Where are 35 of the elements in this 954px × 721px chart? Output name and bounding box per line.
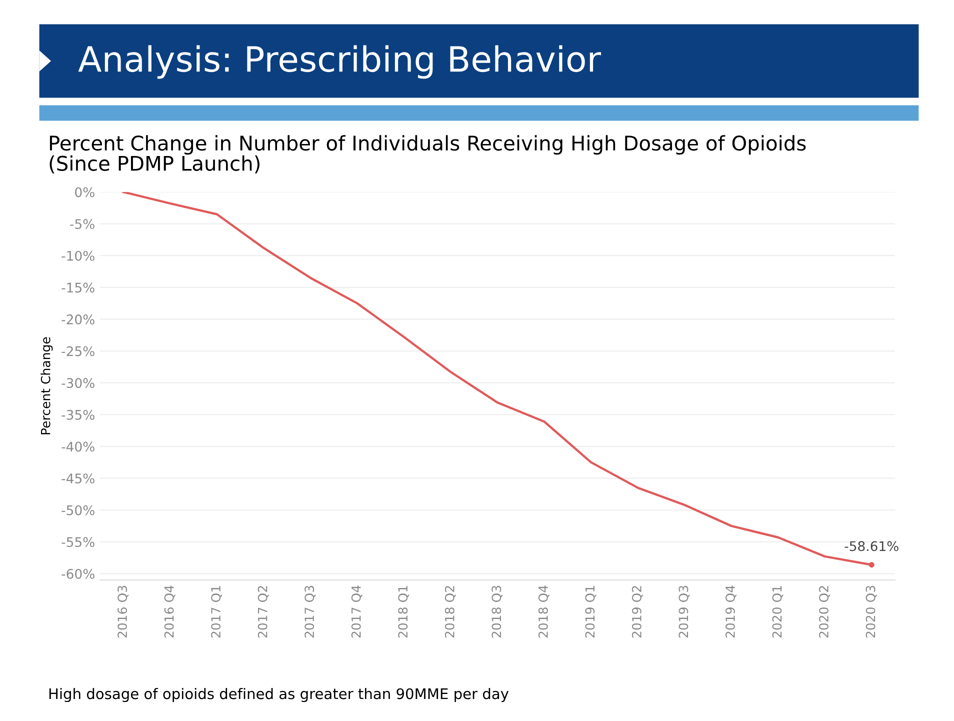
x-tick-label: 2019 Q2: [632, 586, 643, 638]
y-tick-label: -60%: [62, 568, 94, 579]
y-tick-label: -40%: [62, 442, 94, 452]
x-tick-label: 2019 Q4: [725, 586, 736, 638]
y-tick-label: -50%: [62, 505, 94, 516]
y-tick-label: -55%: [62, 537, 94, 548]
x-tick-label: 2016 Q3: [118, 586, 128, 638]
chart-subtitle: Percent Change in Number of Individuals Receiving High Dosage of Opioids (Since PDMP Launch): [50, 135, 806, 174]
x-tick-label: 2018 Q1: [398, 586, 410, 638]
x-tick-label: 2019 Q3: [678, 586, 690, 638]
y-tick-label: -10%: [62, 250, 94, 261]
y-tick-label: -25%: [62, 346, 94, 356]
chart-title: Analysis: Prescribing Behavior: [78, 45, 602, 79]
x-tick-label: 2020 Q2: [819, 586, 830, 638]
text: High dosage of opioids defined as greater than 90MME per day: [49, 688, 509, 702]
x-tick-label: 2018 Q2: [444, 586, 456, 638]
y-tick-label: -30%: [62, 378, 94, 388]
x-tick-label: 2018 Q4: [538, 586, 550, 638]
x-tick-label: 2017 Q3: [304, 586, 316, 638]
x-tick-label: 2018 Q3: [492, 586, 503, 638]
x-tick-label: 2017 Q2: [258, 586, 269, 638]
y-axis-title: Percent Change: [40, 337, 53, 434]
y-tick-label: -45%: [62, 473, 94, 484]
x-tick-label: 2020 Q1: [772, 586, 784, 638]
y-tick-label: -20%: [62, 314, 94, 324]
y-tick-label: 0%: [75, 187, 94, 198]
y-tick-label: -5%: [70, 219, 94, 230]
annotation: -58.61%: [844, 541, 898, 552]
x-tick-label: 2020 Q3: [866, 586, 877, 638]
x-tick-label: 2017 Q1: [211, 586, 222, 638]
x-tick-label: 2016 Q4: [164, 586, 176, 638]
x-tick-label: 2019 Q1: [585, 586, 596, 638]
y-tick-label: -15%: [62, 282, 94, 293]
x-tick-label: 2017 Q4: [351, 586, 362, 638]
y-tick-label: -35%: [62, 410, 94, 420]
